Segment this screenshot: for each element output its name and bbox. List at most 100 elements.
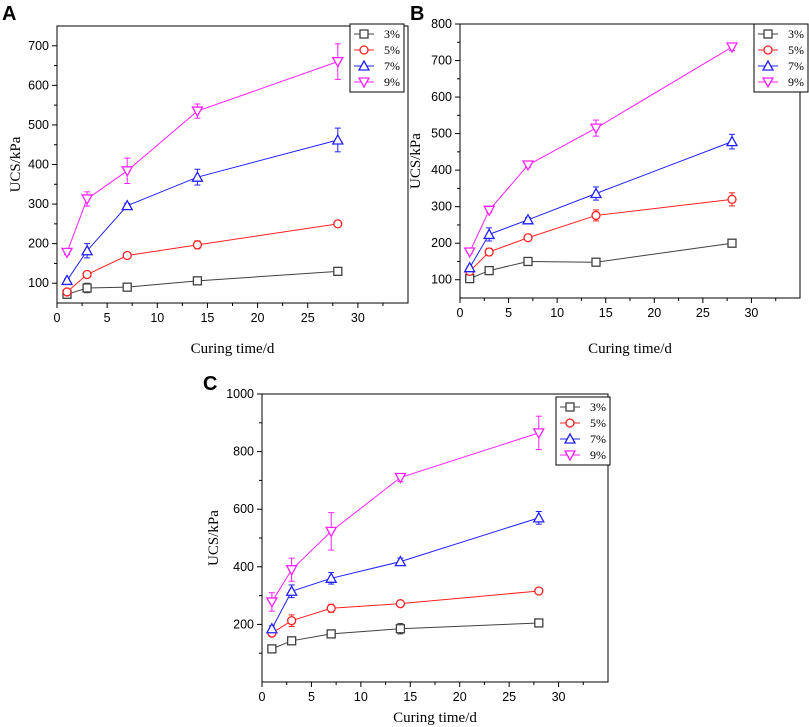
data-point xyxy=(122,282,132,292)
data-point xyxy=(484,247,494,257)
series-line xyxy=(66,223,338,293)
series-line xyxy=(66,270,338,295)
legend-marker xyxy=(563,450,577,462)
legend-label: 7% xyxy=(788,59,804,73)
data-point xyxy=(326,629,336,639)
legend: 3% 5% 7% 9% xyxy=(753,23,809,93)
legend-marker xyxy=(763,29,773,39)
plot-frame xyxy=(459,23,801,299)
data-point xyxy=(265,622,278,634)
series-line xyxy=(271,622,539,650)
y-tick-label: 700 xyxy=(28,39,49,53)
data-point xyxy=(394,472,407,484)
chart-panel-a: A 0 5 10 15 20 25 30 100 200 300 400 500 600 700 Curing… xyxy=(2,3,409,357)
x-tick-label: 30 xyxy=(351,311,365,325)
data-point xyxy=(60,274,74,286)
data-point xyxy=(484,265,494,276)
data-point xyxy=(483,228,496,240)
series-line xyxy=(271,432,539,603)
y-axis-label: UCS/kPa xyxy=(206,510,222,566)
legend-label: 5% xyxy=(590,416,606,430)
legend-label: 3% xyxy=(590,400,606,414)
y-tick-label: 400 xyxy=(233,560,254,574)
y-tick-label: 500 xyxy=(431,127,452,141)
series-5pct xyxy=(465,192,737,276)
x-tick-label: 5 xyxy=(505,306,512,320)
y-tick-label: 800 xyxy=(431,17,452,31)
data-point xyxy=(82,283,92,293)
y-tick-label: 600 xyxy=(28,78,49,92)
legend-label: 5% xyxy=(384,43,400,57)
data-point xyxy=(287,636,297,646)
legend-label: 7% xyxy=(590,432,606,446)
y-tick-label: 100 xyxy=(431,273,452,287)
panel-label: C xyxy=(203,373,217,395)
legend-marker xyxy=(359,29,369,39)
series-9pct xyxy=(60,43,344,259)
data-point xyxy=(532,511,545,523)
data-point xyxy=(285,584,298,596)
y-tick-label: 500 xyxy=(28,118,49,132)
legend-marker xyxy=(565,402,575,412)
data-point xyxy=(591,210,601,221)
legend-label: 9% xyxy=(590,448,606,462)
data-point xyxy=(333,219,343,229)
data-point xyxy=(80,194,94,206)
data-point xyxy=(395,624,406,634)
legend: 3% 5% 7% 9% xyxy=(349,23,405,93)
data-point xyxy=(191,170,204,182)
panel-label: A xyxy=(2,3,16,25)
data-point xyxy=(121,199,134,211)
series-7pct xyxy=(463,133,739,273)
data-point xyxy=(325,571,338,583)
x-axis-label: Curing time/d xyxy=(191,341,275,357)
data-point xyxy=(331,56,344,68)
x-tick-label: 25 xyxy=(696,306,710,320)
data-point xyxy=(285,565,298,577)
x-tick-label: 15 xyxy=(599,306,613,320)
data-point xyxy=(589,123,603,135)
data-point xyxy=(395,599,406,609)
x-tick-label: 0 xyxy=(259,690,266,704)
data-point xyxy=(60,247,74,259)
series-3pct xyxy=(267,618,544,654)
legend-marker xyxy=(357,77,371,89)
data-point xyxy=(287,616,297,626)
y-tick-label: 1000 xyxy=(226,387,254,401)
data-point xyxy=(523,233,533,243)
data-point xyxy=(725,42,739,54)
data-point xyxy=(267,644,277,654)
x-tick-label: 15 xyxy=(200,311,214,325)
series-9pct xyxy=(265,415,545,612)
series-9pct xyxy=(463,42,739,259)
x-tick-label: 10 xyxy=(550,306,564,320)
x-tick-label: 0 xyxy=(54,311,61,325)
data-point xyxy=(532,428,545,440)
legend-box xyxy=(349,23,405,93)
series-5pct xyxy=(267,586,544,638)
y-tick-label: 200 xyxy=(28,237,49,251)
legend-marker xyxy=(761,77,775,89)
legend-marker xyxy=(763,45,773,55)
data-point xyxy=(265,597,278,609)
x-tick-label: 30 xyxy=(744,306,758,320)
y-tick-label: 200 xyxy=(431,236,452,250)
y-tick-label: 200 xyxy=(233,617,254,631)
data-point xyxy=(591,257,601,267)
series-line xyxy=(469,198,733,272)
data-point xyxy=(463,247,476,259)
data-point xyxy=(727,194,737,205)
x-tick-label: 30 xyxy=(552,690,566,704)
data-point xyxy=(463,261,476,273)
legend-marker xyxy=(565,418,575,428)
data-point xyxy=(62,287,72,297)
data-point xyxy=(191,106,204,118)
x-axis-label: Curing time/d xyxy=(588,341,672,357)
chart-panel-b: B 0 5 10 15 20 25 30 100 200 300 400 500 600 700 800 Cur… xyxy=(408,3,809,357)
y-tick-label: 600 xyxy=(431,90,452,104)
series-line xyxy=(469,46,733,253)
data-point xyxy=(122,250,132,261)
data-point xyxy=(589,187,603,199)
legend-marker xyxy=(359,45,369,55)
